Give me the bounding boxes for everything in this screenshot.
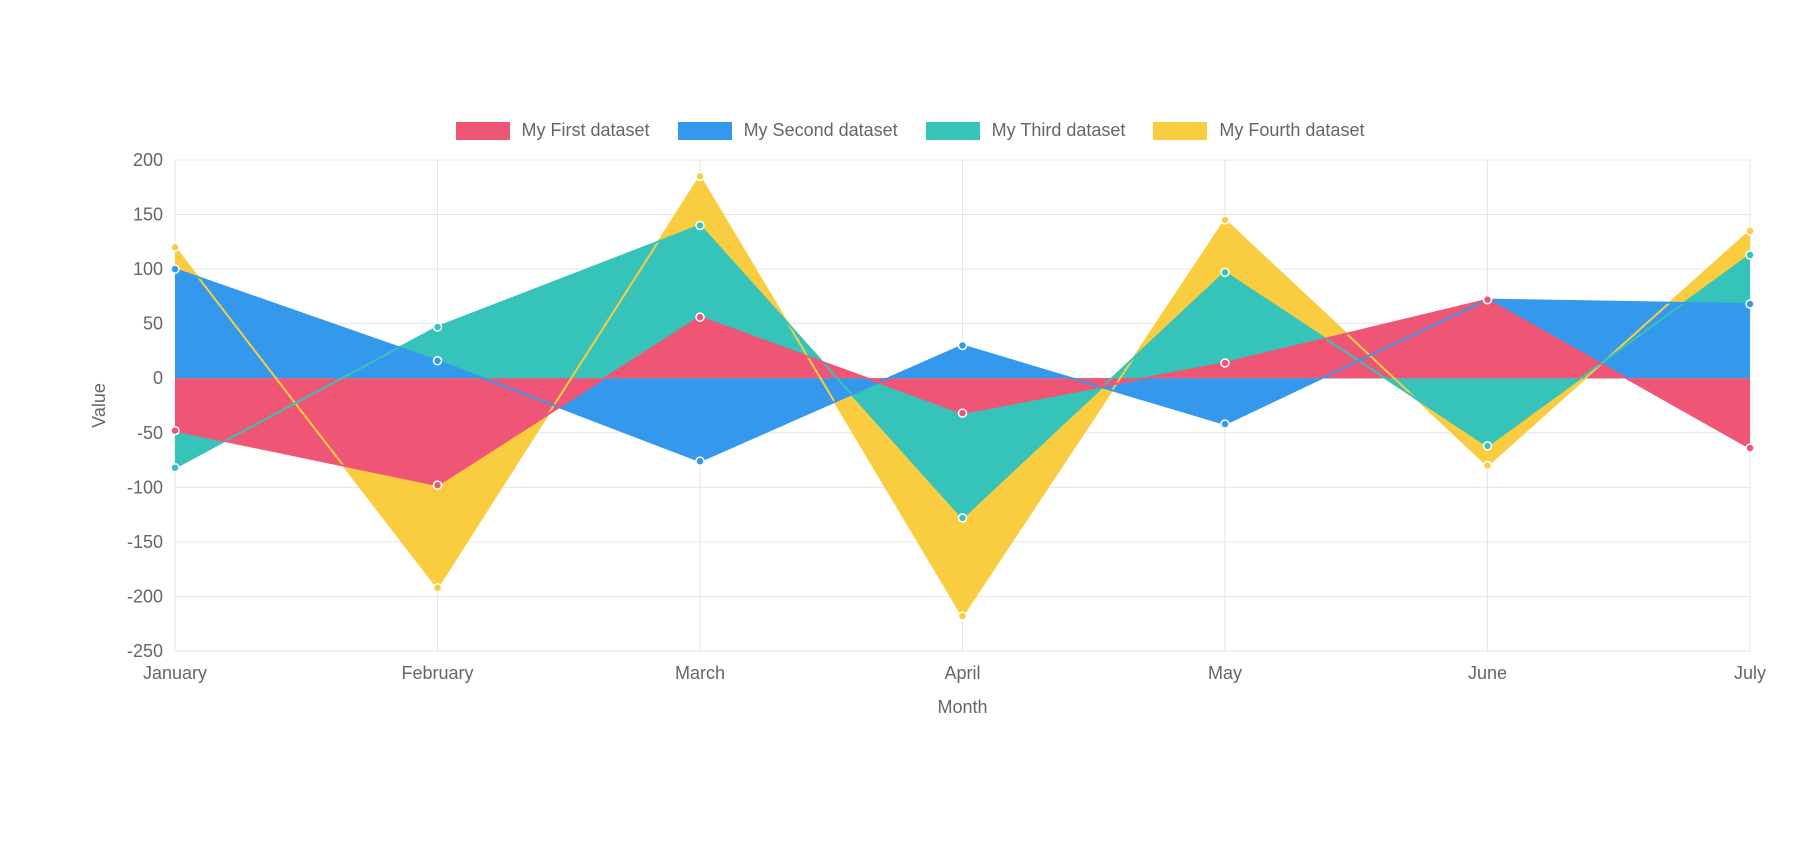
series-marker	[1221, 359, 1229, 367]
series-marker	[434, 357, 442, 365]
x-tick-label: March	[675, 663, 725, 683]
series-marker	[959, 612, 967, 620]
series-marker	[171, 243, 179, 251]
y-tick-label: -100	[127, 477, 163, 497]
legend-item[interactable]: My Second dataset	[678, 120, 898, 141]
series-marker	[1221, 420, 1229, 428]
series-marker	[434, 584, 442, 592]
series-marker	[171, 265, 179, 273]
legend-label: My Third dataset	[992, 120, 1126, 141]
series-marker	[1484, 442, 1492, 450]
legend-item[interactable]: My Third dataset	[926, 120, 1126, 141]
y-axis-title: Value	[89, 383, 109, 428]
y-tick-label: 200	[133, 150, 163, 170]
y-tick-label: 100	[133, 259, 163, 279]
series-marker	[1746, 251, 1754, 259]
series-marker	[959, 341, 967, 349]
legend-swatch	[1153, 122, 1207, 140]
series-marker	[434, 323, 442, 331]
series-marker	[1484, 462, 1492, 470]
y-tick-label: -50	[137, 423, 163, 443]
chart-legend: My First dataset My Second dataset My Thir…	[0, 120, 1820, 141]
series-marker	[1746, 227, 1754, 235]
x-tick-label: June	[1468, 663, 1507, 683]
legend-swatch	[456, 122, 510, 140]
y-tick-label: 150	[133, 205, 163, 225]
series-marker	[171, 427, 179, 435]
y-tick-label: 50	[143, 314, 163, 334]
x-tick-label: January	[143, 663, 207, 683]
series-marker	[434, 481, 442, 489]
series-marker	[959, 514, 967, 522]
series-marker	[1746, 300, 1754, 308]
legend-item[interactable]: My First dataset	[456, 120, 650, 141]
series-marker	[696, 221, 704, 229]
x-axis-title: Month	[937, 697, 987, 717]
series-marker	[1221, 268, 1229, 276]
legend-item[interactable]: My Fourth dataset	[1153, 120, 1364, 141]
legend-swatch	[678, 122, 732, 140]
legend-label: My Fourth dataset	[1219, 120, 1364, 141]
y-tick-label: 0	[153, 368, 163, 388]
x-tick-label: April	[944, 663, 980, 683]
y-tick-label: -200	[127, 586, 163, 606]
series-marker	[696, 457, 704, 465]
x-tick-label: February	[401, 663, 473, 683]
legend-label: My First dataset	[522, 120, 650, 141]
y-tick-label: -250	[127, 641, 163, 661]
area-chart: My First dataset My Second dataset My Thir…	[0, 0, 1820, 866]
series-marker	[1221, 216, 1229, 224]
series-marker	[696, 313, 704, 321]
series-marker	[959, 409, 967, 417]
legend-label: My Second dataset	[744, 120, 898, 141]
series-marker	[1746, 444, 1754, 452]
x-tick-label: May	[1208, 663, 1242, 683]
series-marker	[171, 464, 179, 472]
series-marker	[1484, 296, 1492, 304]
y-tick-label: -150	[127, 532, 163, 552]
legend-swatch	[926, 122, 980, 140]
x-tick-label: July	[1734, 663, 1766, 683]
series-marker	[696, 172, 704, 180]
